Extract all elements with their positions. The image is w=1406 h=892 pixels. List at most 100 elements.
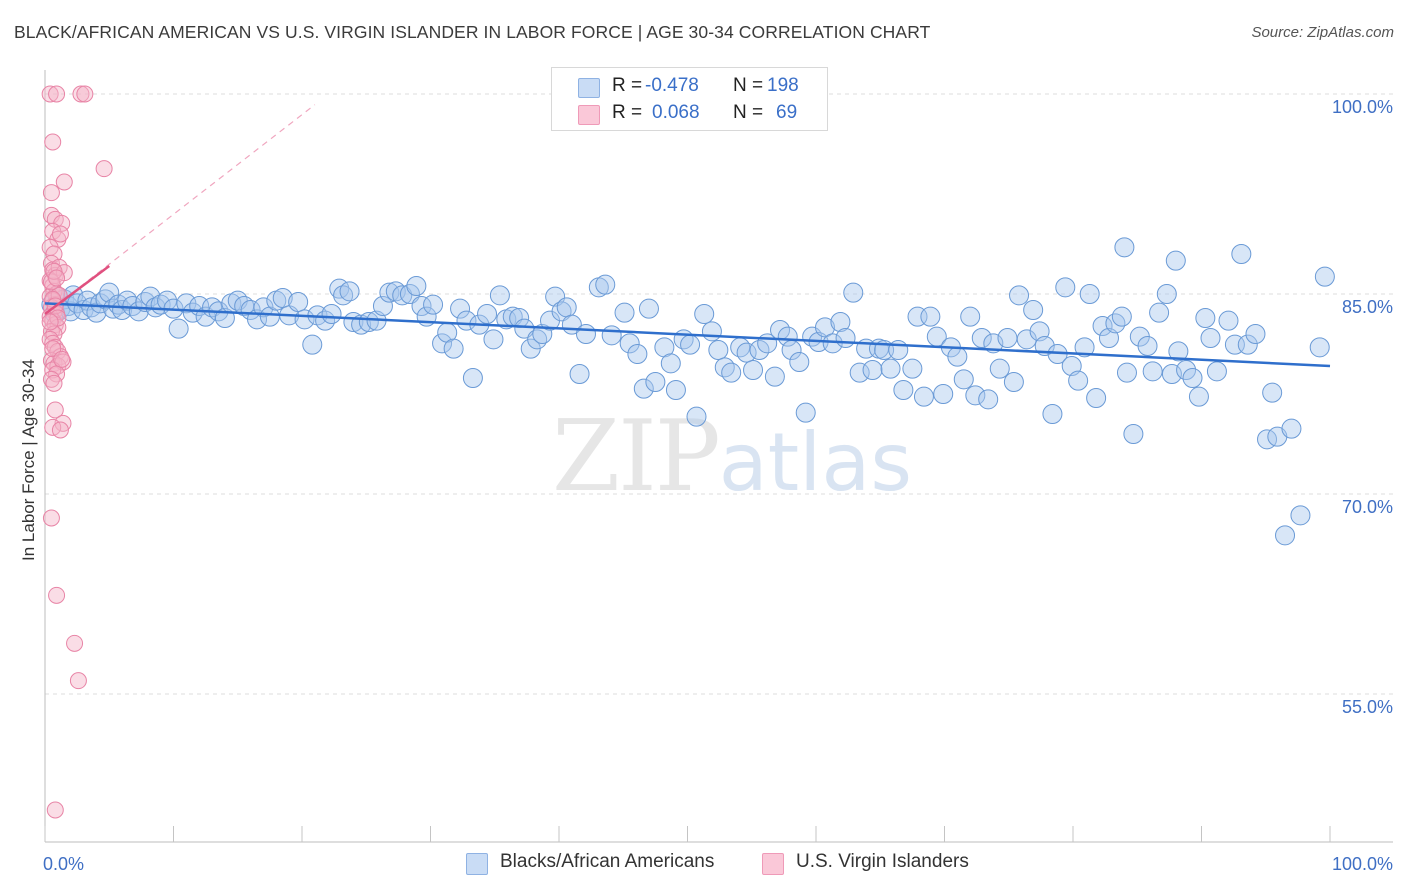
- data-point-blue: [1182, 368, 1203, 388]
- data-point-blue: [1188, 386, 1209, 407]
- blue-series-points: [41, 237, 1335, 546]
- data-point-pink: [51, 421, 69, 439]
- data-point-blue: [339, 281, 360, 302]
- data-point-blue: [830, 312, 851, 332]
- data-point-blue: [913, 386, 934, 407]
- data-point-blue: [489, 285, 510, 306]
- data-point-blue: [619, 333, 640, 354]
- legend-r-value: 0.068: [652, 102, 700, 123]
- data-point-blue: [835, 328, 856, 348]
- data-point-blue: [978, 389, 999, 410]
- data-point-blue: [1245, 324, 1266, 344]
- data-point-blue: [947, 346, 968, 367]
- data-point-blue: [1023, 300, 1044, 320]
- data-point-blue: [714, 357, 735, 378]
- data-point-blue: [1086, 388, 1107, 408]
- data-point-pink: [42, 509, 60, 527]
- legend-r-label: R =: [612, 102, 643, 123]
- trend-lines: [44, 104, 1331, 368]
- data-point-blue: [1092, 316, 1113, 336]
- data-point-blue: [556, 297, 577, 318]
- data-point-pink: [41, 313, 59, 331]
- legend-n-label: N =: [733, 102, 764, 123]
- data-point-blue: [680, 334, 701, 355]
- y-tick-label: 70.0%: [1342, 497, 1393, 517]
- data-point-blue: [764, 366, 785, 387]
- data-point-blue: [645, 372, 666, 392]
- data-point-blue: [843, 282, 864, 303]
- data-point-blue: [140, 286, 161, 307]
- legend-swatch-pink: [578, 105, 600, 125]
- data-point-blue: [477, 304, 498, 324]
- data-point-blue: [1200, 328, 1221, 348]
- data-point-blue: [1237, 334, 1258, 355]
- data-point-pink: [45, 374, 63, 392]
- data-point-pink: [66, 634, 84, 652]
- data-point-blue: [708, 340, 729, 360]
- data-point-blue: [1098, 328, 1119, 348]
- data-point-pink: [69, 672, 87, 690]
- data-point-blue: [1168, 341, 1189, 362]
- data-point-blue: [392, 285, 413, 306]
- data-point-blue: [660, 353, 681, 374]
- data-point-blue: [1290, 505, 1311, 526]
- data-point-blue: [665, 380, 686, 400]
- legend-row-blue: R = -0.478 N = 198: [552, 75, 827, 101]
- data-point-blue: [960, 306, 981, 327]
- data-point-blue: [1137, 336, 1158, 356]
- y-tick-label: 85.0%: [1342, 297, 1393, 317]
- data-point-blue: [1114, 237, 1135, 258]
- bottom-legend-label-blue: Blacks/African Americans: [500, 851, 715, 872]
- data-point-pink: [55, 173, 73, 191]
- data-point-blue: [989, 358, 1010, 379]
- data-point-blue: [888, 340, 909, 360]
- data-point-blue: [1231, 244, 1252, 264]
- data-point-blue: [1123, 424, 1144, 444]
- data-point-blue: [1165, 250, 1186, 271]
- data-point-blue: [633, 378, 654, 399]
- data-point-blue: [933, 384, 954, 404]
- tick-labels: 100.0% 85.0% 70.0% 55.0% 0.0% 100.0% In Labor …: [19, 97, 1393, 874]
- data-point-blue: [1068, 370, 1089, 391]
- data-point-blue: [302, 334, 323, 355]
- data-point-blue: [432, 333, 453, 354]
- data-point-blue: [483, 329, 504, 350]
- data-point-blue: [694, 304, 715, 324]
- legend-n-value: 198: [767, 75, 799, 96]
- data-point-blue: [686, 406, 707, 427]
- data-point-blue: [814, 317, 835, 338]
- data-point-pink: [46, 801, 64, 819]
- data-point-blue: [601, 325, 622, 346]
- x-tick-label: 0.0%: [43, 854, 84, 874]
- data-point-blue: [1009, 285, 1030, 306]
- data-point-blue: [893, 380, 914, 400]
- data-point-blue: [614, 302, 635, 323]
- data-point-blue: [321, 304, 342, 324]
- data-point-blue: [736, 342, 757, 363]
- data-point-blue: [1074, 337, 1095, 358]
- bottom-legend-swatch-blue: [466, 853, 488, 875]
- data-point-pink: [45, 262, 63, 280]
- data-point-blue: [1176, 360, 1197, 380]
- data-point-blue: [569, 364, 590, 384]
- data-point-blue: [1116, 362, 1137, 383]
- data-point-blue: [1275, 525, 1296, 546]
- data-point-blue: [514, 318, 535, 339]
- data-point-pink: [53, 350, 71, 368]
- data-point-blue: [456, 310, 477, 331]
- data-point-blue: [423, 294, 444, 315]
- legend-r-label: R =: [612, 75, 643, 96]
- data-point-pink: [48, 269, 66, 287]
- data-point-blue: [920, 306, 941, 327]
- data-point-blue: [358, 312, 379, 332]
- data-point-blue: [721, 362, 742, 383]
- data-point-blue: [443, 338, 464, 359]
- data-point-pink: [46, 401, 64, 419]
- data-point-pink: [49, 309, 67, 327]
- y-axis-title: In Labor Force | Age 30-34: [19, 359, 38, 561]
- data-point-blue: [1262, 382, 1283, 403]
- data-point-pink: [54, 414, 72, 432]
- bottom-legend-swatch-pink: [762, 853, 784, 875]
- pink-series-points: [41, 85, 113, 819]
